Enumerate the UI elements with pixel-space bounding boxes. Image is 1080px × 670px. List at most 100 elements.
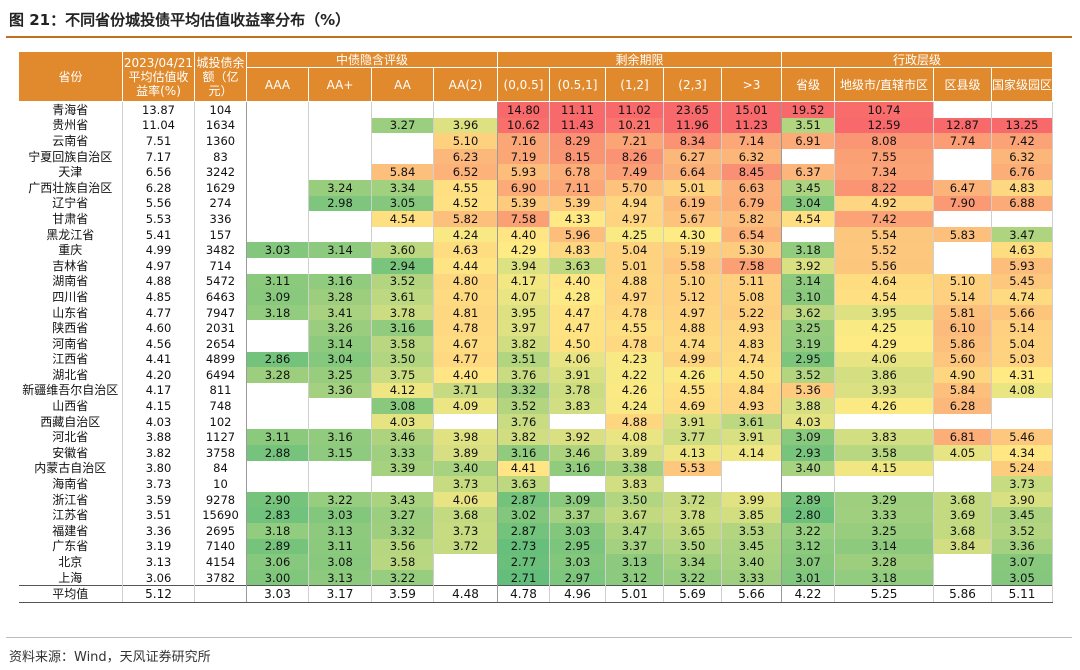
cell-balance: 336	[194, 211, 247, 227]
cell-admin-province: 3.88	[781, 398, 835, 414]
cell-avg-yield: 5.56	[122, 195, 195, 212]
cell-avg-yield: 3.88	[122, 429, 195, 446]
cell-province: 青海省	[18, 101, 123, 118]
cell-term-0-05: 7.16	[497, 133, 550, 149]
cell-aa: 3.58	[371, 554, 434, 570]
table-row: 陕西省 4.60 2031 3.26 3.16 4.78 3.97 4.47 4.55 4.88 4…	[18, 320, 1054, 336]
cell-term-0-05: 5.39	[497, 195, 550, 212]
cell-aaa	[246, 413, 309, 430]
cell-term-05-1: 3.03	[549, 554, 606, 570]
cell-aa: 3.50	[371, 351, 434, 368]
cell-aa2: 3.72	[433, 538, 498, 555]
cell-avg-yield: 7.17	[122, 148, 195, 165]
cell-aaa: 3.18	[246, 523, 309, 539]
cell-admin-city: 5.25	[834, 585, 934, 603]
table-row: 吉林省 4.97 714 2.94 4.44 3.94 3.63 5.01 5.58 7.58 3.…	[18, 257, 1054, 274]
cell-aa2: 3.71	[433, 382, 498, 399]
cell-aa: 3.52	[371, 273, 434, 290]
cell-term-1-2: 3.38	[605, 460, 664, 477]
cell-avg-yield: 4.60	[122, 320, 195, 336]
cell-balance: 1629	[194, 179, 247, 196]
cell-balance: 9278	[194, 491, 247, 508]
cell-avg-yield: 4.99	[122, 242, 195, 258]
cell-aa: 3.58	[371, 335, 434, 352]
cell-term-gt3	[721, 476, 782, 492]
cell-aa-plus	[308, 413, 372, 430]
cell-admin-county: 6.10	[933, 320, 992, 336]
cell-term-1-2: 5.04	[605, 242, 664, 258]
cell-aa-plus: 3.22	[308, 491, 372, 508]
cell-admin-province	[781, 476, 835, 492]
cell-term-1-2: 4.94	[605, 195, 664, 212]
cell-province: 安徽省	[18, 445, 123, 461]
cell-province: 山东省	[18, 304, 123, 321]
cell-aa2: 4.63	[433, 242, 498, 258]
cell-term-0-05: 3.82	[497, 335, 550, 352]
cell-aa-plus	[308, 211, 372, 227]
table-row: 甘肃省 5.53 336 4.54 5.82 7.58 4.33 4.97 5.67 5.82 4.…	[18, 211, 1054, 227]
cell-term-gt3: 3.53	[721, 523, 782, 539]
cell-aaa: 3.18	[246, 304, 309, 321]
header-group-admin: 行政层级	[780, 51, 1054, 68]
cell-term-2-3: 6.27	[663, 148, 722, 165]
cell-term-2-3: 4.74	[663, 335, 722, 352]
table-row: 海南省 3.73 10 3.73 3.63 3.83 3.73	[18, 476, 1054, 492]
cell-term-2-3: 4.55	[663, 382, 722, 399]
cell-aa: 3.22	[371, 569, 434, 586]
cell-aa-plus: 3.24	[308, 179, 372, 196]
cell-aa2: 5.82	[433, 211, 498, 227]
cell-aa2: 3.40	[433, 460, 498, 477]
cell-aaa	[246, 179, 309, 196]
cell-admin-park: 5.66	[991, 304, 1054, 321]
cell-avg-yield: 3.80	[122, 460, 195, 477]
cell-admin-park: 6.32	[991, 148, 1054, 165]
cell-term-05-1: 8.15	[549, 148, 606, 165]
header-term-1-2: (1,2]	[605, 67, 664, 102]
cell-admin-city: 3.95	[834, 304, 934, 321]
cell-term-1-2: 4.08	[605, 429, 664, 446]
cell-aa: 3.78	[371, 304, 434, 321]
cell-aa2: 4.44	[433, 257, 498, 274]
cell-aa-plus: 3.36	[308, 382, 372, 399]
cell-term-05-1: 3.09	[549, 491, 606, 508]
table-row: 内蒙古自治区 3.80 84 3.39 3.40 4.41 3.16 3.38 5.53 3.40…	[18, 460, 1054, 477]
cell-province: 河南省	[18, 335, 123, 352]
cell-aa-plus	[308, 117, 372, 134]
cell-admin-county	[933, 242, 992, 258]
cell-admin-province	[781, 226, 835, 243]
cell-admin-county: 5.84	[933, 382, 992, 399]
cell-aa2: 3.73	[433, 523, 498, 539]
cell-balance: 6494	[194, 367, 247, 383]
cell-aa-plus: 3.13	[308, 569, 372, 586]
footnote-rule	[6, 637, 1072, 638]
cell-balance: 7947	[194, 304, 247, 321]
cell-aa: 3.34	[371, 179, 434, 196]
cell-admin-province: 3.12	[781, 538, 835, 555]
cell-admin-county	[933, 460, 992, 477]
cell-avg-yield: 4.20	[122, 367, 195, 383]
cell-aaa	[246, 476, 309, 492]
cell-aa: 3.56	[371, 538, 434, 555]
table-row: 安徽省 3.82 3758 2.88 3.15 3.33 3.89 3.16 3.46 3.89 4…	[18, 445, 1054, 461]
cell-avg-yield: 3.73	[122, 476, 195, 492]
figure-title: 图 21：不同省份城投债平均估值收益率分布（%）	[9, 11, 351, 29]
cell-term-05-1: 11.43	[549, 117, 606, 134]
cell-aa2: 3.96	[433, 117, 498, 134]
cell-province: 河北省	[18, 429, 123, 446]
cell-term-gt3	[721, 460, 782, 477]
cell-term-2-3: 6.19	[663, 195, 722, 212]
cell-term-gt3: 4.14	[721, 445, 782, 461]
cell-term-1-2: 4.25	[605, 226, 664, 243]
header-term-2-3: (2,3]	[663, 67, 722, 102]
header-term-05-1: (0.5,1]	[549, 67, 606, 102]
cell-admin-city: 8.22	[834, 179, 934, 196]
cell-admin-city: 7.34	[834, 164, 934, 180]
cell-term-0-05: 2.87	[497, 491, 550, 508]
cell-aa2: 4.52	[433, 195, 498, 212]
cell-aa	[371, 148, 434, 165]
cell-balance: 1634	[194, 117, 247, 134]
cell-aaa	[246, 320, 309, 336]
cell-admin-province: 2.93	[781, 445, 835, 461]
cell-term-gt3: 15.01	[721, 101, 782, 118]
cell-admin-park: 4.34	[991, 445, 1054, 461]
